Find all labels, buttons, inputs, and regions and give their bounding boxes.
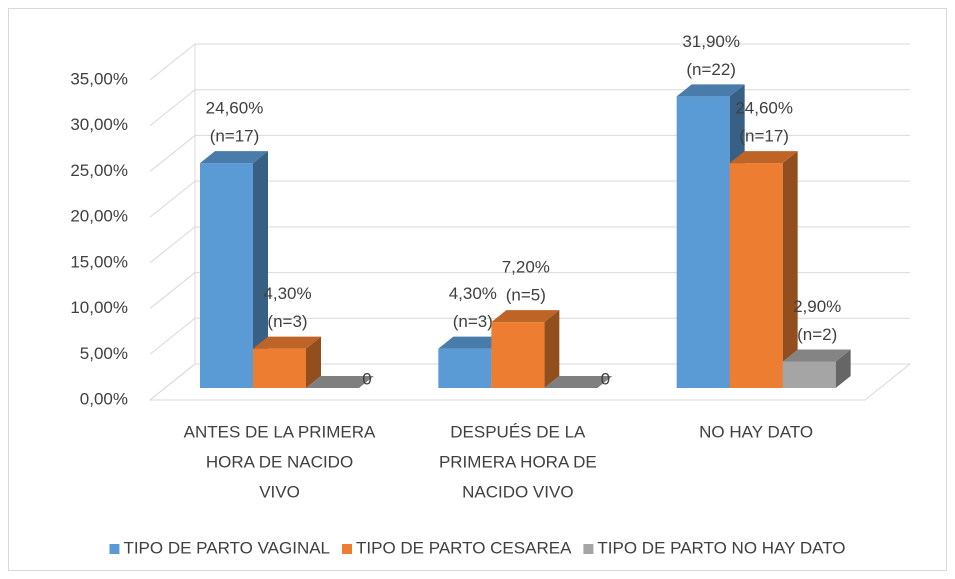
bar-top	[200, 151, 268, 164]
bar	[729, 151, 798, 388]
grid-line	[149, 317, 196, 355]
y-tick-label: 35,00%	[70, 69, 128, 88]
y-tick-label: 30,00%	[70, 115, 128, 134]
data-label: (n=2)	[797, 325, 837, 344]
data-label: 0	[601, 369, 610, 388]
bar-front	[200, 163, 253, 388]
x-tick-label: VIVO	[259, 482, 300, 501]
x-tick-label: PRIMERA HORA DE	[439, 452, 597, 471]
y-tick-label: 25,00%	[70, 161, 128, 180]
grid-line	[149, 272, 196, 309]
data-label: (n=17)	[739, 127, 789, 146]
legend-swatch	[583, 544, 594, 554]
floor	[148, 363, 912, 401]
y-tick-label: 15,00%	[70, 252, 128, 271]
data-label: 0	[362, 369, 371, 388]
legend-label: TIPO DE PARTO VAGINAL	[123, 538, 330, 557]
x-tick-label: DESPUÉS DE LA	[450, 422, 586, 441]
bar-front	[491, 322, 545, 388]
x-tick-label: NACIDO VIVO	[462, 482, 573, 501]
bar-top	[438, 336, 507, 349]
x-tick-label: ANTES DE LA PRIMERA	[184, 422, 376, 441]
bar-top	[491, 310, 560, 323]
bar	[544, 376, 613, 388]
bar-side	[253, 151, 268, 388]
y-tick-label: 20,00%	[70, 207, 128, 226]
bar-top	[729, 151, 798, 164]
data-label: (n=17)	[210, 127, 260, 146]
data-label: 7,20%	[502, 258, 550, 277]
y-tick-label: 5,00%	[80, 344, 128, 363]
legend-label: TIPO DE PARTO NO HAY DATO	[597, 538, 845, 557]
legend-label: TIPO DE PARTO CESAREA	[356, 538, 572, 557]
x-tick-label: NO HAY DATO	[699, 422, 813, 441]
bar-front	[782, 361, 836, 388]
bar-side	[306, 336, 321, 388]
data-label: 4,30%	[263, 284, 311, 303]
data-label: 4,30%	[449, 284, 497, 303]
grid-line	[149, 43, 196, 81]
bar-front	[729, 163, 783, 388]
data-label: 31,90%	[682, 32, 740, 51]
y-tick-label: 0,00%	[80, 389, 128, 408]
grid-line	[149, 89, 196, 127]
data-label: (n=3)	[267, 312, 307, 331]
bar	[200, 151, 268, 388]
data-label: 24,60%	[735, 99, 793, 118]
bar-side	[782, 151, 798, 388]
bar	[306, 376, 374, 388]
bar-top	[544, 376, 613, 388]
bar-front	[438, 348, 492, 388]
y-tick-label: 10,00%	[70, 298, 128, 317]
legend-swatch	[109, 544, 120, 554]
grid-line	[149, 226, 196, 264]
bar-front	[676, 96, 730, 388]
grid-line	[149, 135, 196, 172]
bar-side	[544, 310, 560, 388]
data-label: (n=22)	[686, 60, 736, 79]
legend-swatch	[342, 544, 353, 554]
data-label: (n=3)	[453, 312, 493, 331]
bar-top	[306, 376, 374, 388]
bar-side	[835, 349, 851, 388]
bar-front	[253, 348, 306, 388]
bar-top	[253, 336, 321, 349]
grid-line	[149, 180, 196, 218]
x-tick-label: HORA DE NACIDO	[206, 452, 353, 471]
bar	[782, 349, 851, 388]
bar-top	[676, 84, 745, 97]
bar	[253, 336, 321, 388]
data-label: (n=5)	[506, 286, 546, 305]
data-label: 24,60%	[206, 99, 264, 118]
bar-top	[782, 349, 851, 362]
data-label: 2,90%	[793, 297, 841, 316]
bar	[491, 310, 560, 388]
